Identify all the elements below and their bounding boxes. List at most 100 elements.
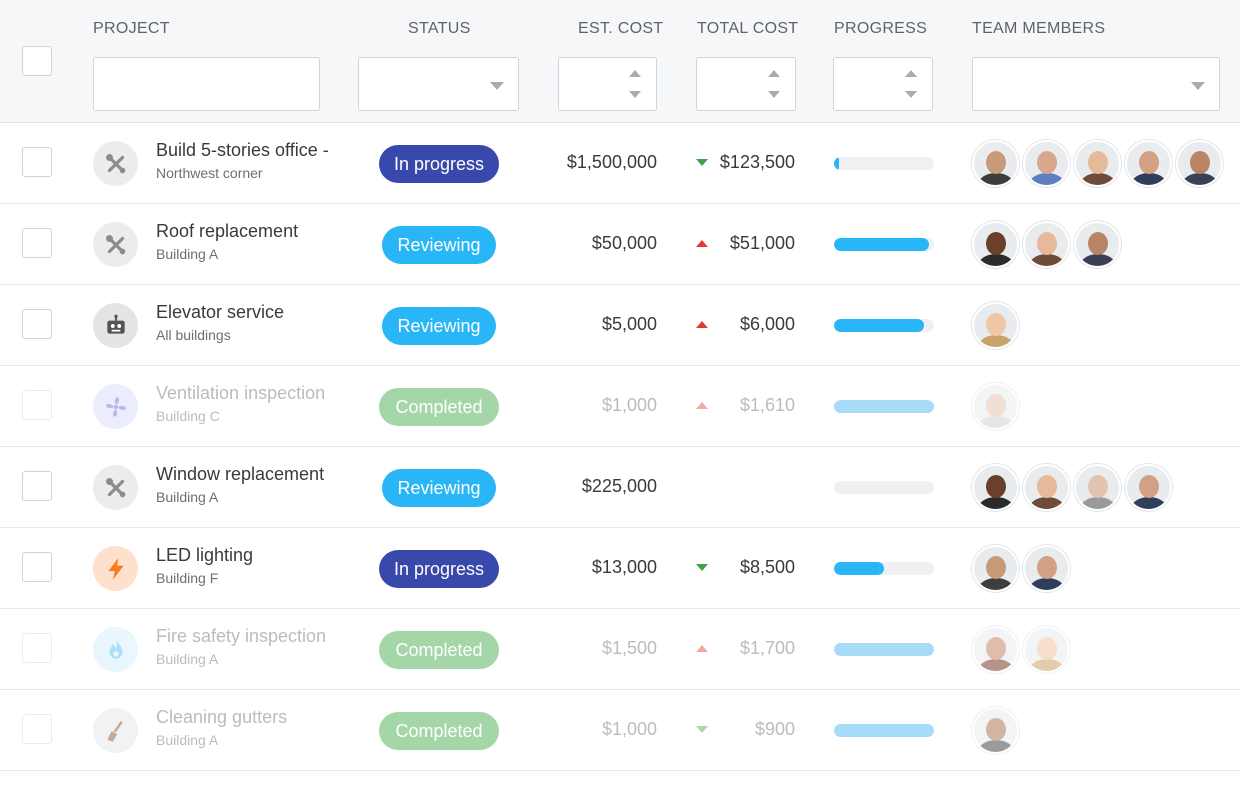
table-row[interactable]: Ventilation inspection Building C Complete… [0, 366, 1240, 447]
project-name[interactable]: Elevator service [156, 302, 285, 322]
avatar[interactable] [972, 464, 1019, 511]
team-avatars [972, 707, 1023, 754]
avatar[interactable] [1023, 545, 1070, 592]
row-checkbox[interactable] [22, 552, 52, 582]
row-checkbox[interactable] [22, 390, 52, 420]
avatar[interactable] [1125, 140, 1172, 187]
est-cost-value: $50,000 [591, 233, 657, 253]
flame-icon [93, 627, 138, 672]
avatar-head [1036, 151, 1057, 174]
status-badge[interactable]: Completed [379, 712, 499, 750]
progress-bar-fill [834, 643, 934, 656]
avatar[interactable] [1074, 464, 1121, 511]
avatar[interactable] [972, 545, 1019, 592]
est-cost-value: $5,000 [601, 314, 657, 334]
avatar[interactable] [1023, 221, 1070, 268]
project-name[interactable]: LED lighting [156, 545, 254, 565]
row-checkbox[interactable] [22, 228, 52, 258]
trend-up-icon [696, 645, 708, 652]
column-title-team-members[interactable]: TEAM MEMBERS [972, 20, 1106, 37]
avatar[interactable] [1176, 140, 1223, 187]
avatar[interactable] [972, 221, 1019, 268]
column-title-status[interactable]: STATUS [408, 20, 471, 37]
total-cost-value: $51,000 [729, 233, 795, 253]
team-members-filter-select[interactable] [972, 57, 1220, 111]
status-badge[interactable]: Reviewing [382, 469, 496, 507]
table-row[interactable]: Fire safety inspection Building A Complete… [0, 609, 1240, 690]
progress-bar [834, 157, 934, 170]
project-name[interactable]: Roof replacement [156, 221, 299, 241]
avatar-head [985, 475, 1006, 498]
avatar-body [977, 497, 1014, 509]
progress-filter-stepper[interactable] [833, 57, 933, 111]
column-title-progress[interactable]: PROGRESS [834, 20, 928, 37]
total-cost-value: $1,700 [739, 638, 795, 658]
est-cost-value: $1,500,000 [566, 152, 657, 172]
avatar-head [985, 394, 1006, 417]
spin-up-icon[interactable] [905, 70, 917, 77]
project-name[interactable]: Ventilation inspection [156, 383, 326, 403]
status-badge[interactable]: Reviewing [382, 226, 496, 264]
column-title-project[interactable]: PROJECT [93, 20, 170, 37]
robot-icon [93, 303, 138, 348]
spin-up-icon[interactable] [629, 70, 641, 77]
avatar[interactable] [1023, 464, 1070, 511]
avatar[interactable] [1023, 626, 1070, 673]
avatar-head [985, 313, 1006, 336]
avatar-body [977, 740, 1014, 752]
project-name[interactable]: Window replacement [156, 464, 325, 484]
avatar[interactable] [972, 626, 1019, 673]
est-cost-filter-stepper[interactable] [558, 57, 657, 111]
select-all-checkbox[interactable] [22, 46, 52, 76]
table-row[interactable]: Roof replacement Building A Reviewing $50,0… [0, 204, 1240, 285]
spin-down-icon[interactable] [768, 91, 780, 98]
avatar-head [1036, 232, 1057, 255]
avatar[interactable] [972, 707, 1019, 754]
project-location: Building A [156, 732, 219, 748]
status-badge[interactable]: Completed [379, 631, 499, 669]
status-badge[interactable]: Reviewing [382, 307, 496, 345]
spin-down-icon[interactable] [629, 91, 641, 98]
project-name[interactable]: Fire safety inspection [156, 626, 327, 646]
avatar[interactable] [1125, 464, 1172, 511]
row-checkbox[interactable] [22, 309, 52, 339]
avatar[interactable] [1074, 140, 1121, 187]
total-cost-filter-stepper[interactable] [696, 57, 796, 111]
row-checkbox[interactable] [22, 147, 52, 177]
avatar[interactable] [1023, 140, 1070, 187]
row-checkbox[interactable] [22, 471, 52, 501]
tools-icon [93, 141, 138, 186]
progress-bar [834, 400, 934, 413]
row-checkbox[interactable] [22, 633, 52, 663]
project-name[interactable]: Build 5-stories office - [156, 140, 329, 160]
table-row[interactable]: Elevator service All buildings Reviewing $5… [0, 285, 1240, 366]
avatar[interactable] [972, 140, 1019, 187]
avatar[interactable] [1074, 221, 1121, 268]
status-filter-select[interactable] [358, 57, 519, 111]
table-row[interactable]: Build 5-stories office - Northwest corner… [0, 123, 1240, 204]
avatar-body [977, 173, 1014, 185]
table-row[interactable]: Cleaning gutters Building A Completed $1,00… [0, 690, 1240, 771]
spin-down-icon[interactable] [905, 91, 917, 98]
project-filter-input[interactable] [93, 57, 320, 111]
avatar[interactable] [972, 302, 1019, 349]
spin-up-icon[interactable] [768, 70, 780, 77]
table-row[interactable]: Window replacement Building A Reviewing $22… [0, 447, 1240, 528]
row-checkbox[interactable] [22, 714, 52, 744]
status-badge[interactable]: Completed [379, 388, 499, 426]
avatar-body [1079, 254, 1116, 266]
avatar-body [1028, 497, 1065, 509]
status-badge[interactable]: In progress [379, 550, 499, 588]
avatar[interactable] [972, 383, 1019, 430]
total-cost-value: $8,500 [739, 557, 795, 577]
project-location: Northwest corner [156, 165, 263, 181]
avatar-head [985, 556, 1006, 579]
status-badge[interactable]: In progress [379, 145, 499, 183]
avatar-head [1087, 475, 1108, 498]
team-avatars [972, 140, 1227, 187]
column-title-est-cost[interactable]: EST. COST [578, 20, 664, 37]
project-name[interactable]: Cleaning gutters [156, 707, 288, 727]
column-title-total-cost[interactable]: TOTAL COST [697, 20, 799, 37]
table-row[interactable]: LED lighting Building F In progress $13,000… [0, 528, 1240, 609]
avatar-head [1036, 637, 1057, 660]
